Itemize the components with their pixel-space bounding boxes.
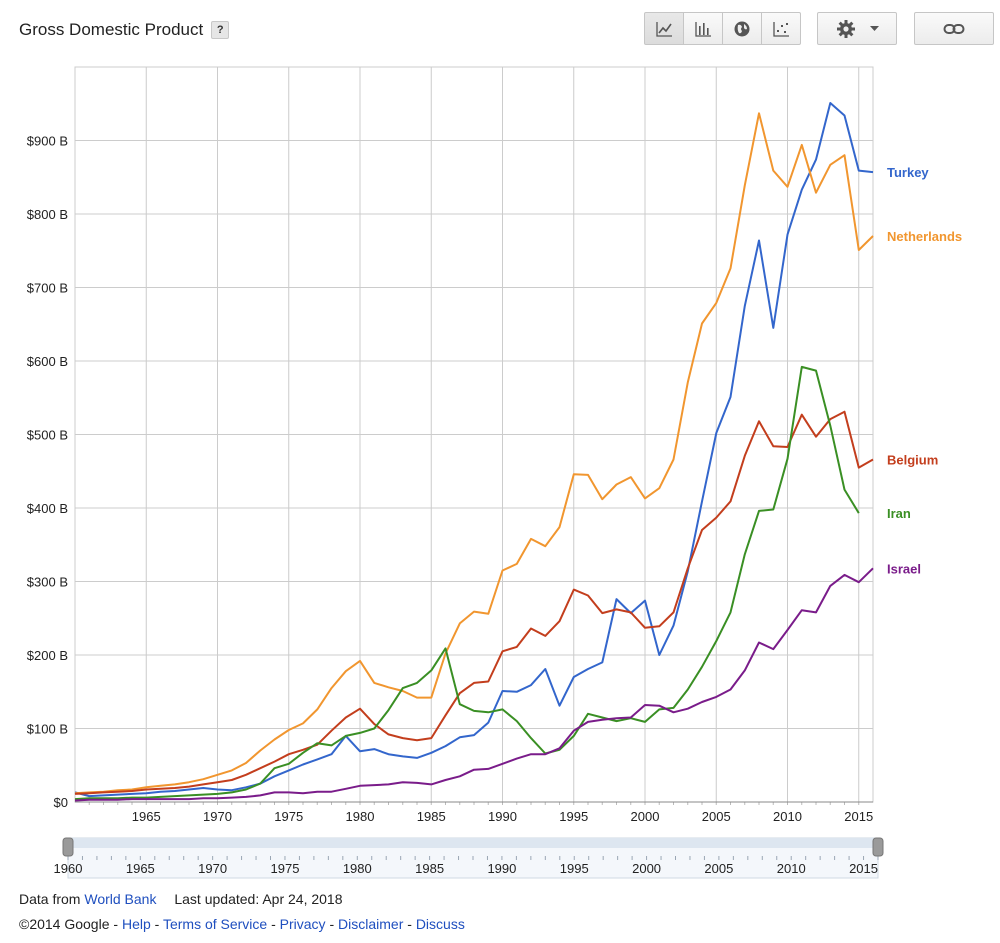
- x-tick-label: 1970: [203, 809, 232, 824]
- world-bank-link[interactable]: World Bank: [84, 891, 157, 907]
- gdp-line-chart: $0 $100 B $200 B $300 B $400 B $500 B $600 B $7…: [27, 66, 962, 879]
- y-tick-label: $400 B: [27, 501, 68, 516]
- x-tick-label: 1980: [346, 809, 375, 824]
- y-tick-label: $200 B: [27, 648, 68, 663]
- link-icon: [943, 23, 965, 34]
- y-tick-label: $900 B: [27, 134, 68, 149]
- chart-axes: $0 $100 B $200 B $300 B $400 B $500 B $600 B $7…: [27, 134, 873, 825]
- chart-series: [74, 102, 874, 802]
- x-tick-label: 1975: [274, 809, 303, 824]
- slider-selection-band: [68, 838, 878, 848]
- disclaimer-link[interactable]: Disclaimer: [338, 916, 404, 932]
- slider-tick-label: 1965: [126, 861, 155, 876]
- scatter-chart-icon: [773, 21, 789, 37]
- settings-button[interactable]: [817, 12, 897, 45]
- series-label-israel: Israel: [887, 561, 921, 576]
- gear-icon: [836, 19, 855, 38]
- slider-tick-label: 1980: [343, 861, 372, 876]
- line-chart-icon: [656, 21, 672, 37]
- series-line-turkey: [74, 102, 874, 798]
- link-button[interactable]: [914, 12, 994, 45]
- copyright: ©2014 Google: [19, 916, 110, 932]
- slider-handle-right[interactable]: [872, 837, 884, 857]
- slider-handle-left[interactable]: [62, 837, 74, 857]
- map-button[interactable]: [722, 12, 762, 45]
- x-tick-label: 2005: [702, 809, 731, 824]
- y-tick-label: $600 B: [27, 354, 68, 369]
- page-title: Gross Domestic Product: [19, 20, 204, 39]
- slider-tick-label: 1995: [560, 861, 589, 876]
- slider-tick-label: 2015: [849, 861, 878, 876]
- discuss-link[interactable]: Discuss: [415, 916, 465, 932]
- terms-link[interactable]: Terms of Service: [162, 916, 268, 932]
- map-globe-icon: [734, 21, 750, 36]
- y-tick-label: $500 B: [27, 428, 68, 443]
- footer-links: ©2014 Google - Help - Terms of Service -…: [19, 916, 465, 932]
- slider-tick-label: 1990: [487, 861, 516, 876]
- slider-tick-label: 2005: [704, 861, 733, 876]
- y-tick-label: $100 B: [27, 722, 68, 737]
- chart-type-toolbar: [644, 12, 801, 45]
- title-bar: Gross Domestic Product ?: [19, 20, 230, 40]
- chevron-down-icon: [869, 25, 879, 31]
- x-tick-label: 2015: [844, 809, 873, 824]
- line-chart-button[interactable]: [644, 12, 684, 45]
- series-line-iran: [74, 365, 860, 801]
- slider-tick-label: 1975: [271, 861, 300, 876]
- series-label-netherlands: Netherlands: [887, 229, 962, 244]
- last-updated: Last updated: Apr 24, 2018: [174, 891, 343, 907]
- slider-tick-label: 1985: [415, 861, 444, 876]
- y-tick-label: $300 B: [27, 575, 68, 590]
- time-range-slider[interactable]: 1960 1965 1970 1975 1980 1985 1990 1995 2000 2005…: [54, 837, 884, 879]
- y-tick-label: $0: [54, 795, 68, 810]
- series-label-belgium: Belgium: [887, 452, 938, 467]
- series-label-iran: Iran: [887, 506, 911, 521]
- scatter-chart-button[interactable]: [761, 12, 801, 45]
- privacy-link[interactable]: Privacy: [279, 916, 326, 932]
- bar-chart-icon: [695, 21, 711, 37]
- data-from-label: Data from: [19, 891, 81, 907]
- bar-chart-button[interactable]: [683, 12, 723, 45]
- help-link[interactable]: Help: [121, 916, 151, 932]
- x-tick-label: 1985: [417, 809, 446, 824]
- series-line-israel: [74, 567, 874, 802]
- slider-tick-label: 1970: [198, 861, 227, 876]
- slider-tick-label: 2010: [777, 861, 806, 876]
- y-tick-label: $700 B: [27, 281, 68, 296]
- slider-tick-label: 2000: [632, 861, 661, 876]
- series-line-belgium: [74, 410, 874, 795]
- series-label-turkey: Turkey: [887, 165, 929, 180]
- series-labels: Turkey Netherlands Belgium Iran Israel: [887, 165, 962, 576]
- x-tick-label: 1995: [559, 809, 588, 824]
- x-tick-label: 2010: [773, 809, 802, 824]
- footer-source: Data from World Bank Last updated: Apr 2…: [19, 891, 343, 907]
- series-line-netherlands: [74, 112, 874, 795]
- y-tick-label: $800 B: [27, 207, 68, 222]
- help-button[interactable]: ?: [211, 21, 230, 39]
- slider-tick-label: 1960: [54, 861, 83, 876]
- x-tick-label: 1965: [132, 809, 161, 824]
- x-tick-label: 1990: [488, 809, 517, 824]
- x-tick-label: 2000: [631, 809, 660, 824]
